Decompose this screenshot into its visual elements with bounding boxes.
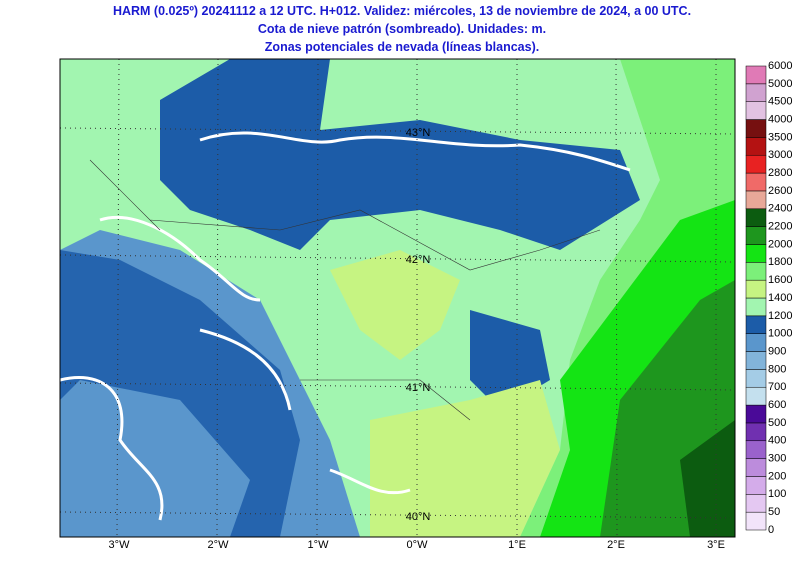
colorbar-swatch xyxy=(745,244,767,263)
colorbar-label: 400 xyxy=(768,435,786,447)
colorbar-swatch xyxy=(745,83,767,102)
colorbar-swatch xyxy=(745,351,767,370)
colorbar-swatch xyxy=(745,422,767,442)
colorbar-swatch xyxy=(745,315,767,334)
lon-label: 3°E xyxy=(707,539,725,551)
colorbar-label: 300 xyxy=(768,453,786,465)
colorbar-swatch xyxy=(745,262,767,281)
colorbar-swatch xyxy=(745,458,767,477)
lon-label: 3°W xyxy=(109,539,131,551)
lat-label: 41°N xyxy=(406,382,431,394)
colorbar-swatch xyxy=(745,333,767,352)
colorbar-label: 3000 xyxy=(768,149,792,161)
colorbar-label: 0 xyxy=(768,524,774,536)
colorbar-label: 2400 xyxy=(768,203,792,215)
colorbar-label: 1600 xyxy=(768,274,792,286)
colorbar-label: 1800 xyxy=(768,256,792,268)
colorbar-label: 4500 xyxy=(768,96,792,108)
colorbar-label: 2800 xyxy=(768,167,792,179)
subtitle: Zonas potenciales de nevada (líneas blan… xyxy=(265,40,539,54)
colorbar-label: 2200 xyxy=(768,221,792,233)
colorbar-label: 1400 xyxy=(768,292,792,304)
map-frame xyxy=(59,58,736,538)
colorbar-swatch xyxy=(745,119,767,138)
map-shading xyxy=(60,59,735,537)
colorbar-label: 700 xyxy=(768,381,786,393)
colorbar-label: 1000 xyxy=(768,328,792,340)
colorbar-swatch xyxy=(745,404,767,424)
colorbar-label: 800 xyxy=(768,363,786,375)
colorbar-label: 2600 xyxy=(768,185,792,197)
colorbar-label: 500 xyxy=(768,417,786,429)
colorbar-label: 900 xyxy=(768,345,786,357)
lat-label: 43°N xyxy=(406,127,431,139)
colorbar: 0 50 100 200 300 400 500 600 700 800 900 1000 1200 14… xyxy=(745,60,792,536)
lon-label: 2°E xyxy=(607,539,625,551)
colorbar-swatch xyxy=(745,208,767,227)
colorbar-label: 4000 xyxy=(768,113,792,125)
colorbar-swatch xyxy=(745,494,767,513)
colorbar-label: 50 xyxy=(768,506,780,518)
colorbar-swatch xyxy=(745,369,767,388)
colorbar-label: 3500 xyxy=(768,131,792,143)
subtitle: Cota de nieve patrón (sombreado). Unidad… xyxy=(258,22,546,36)
colorbar-label: 100 xyxy=(768,488,786,500)
colorbar-swatch xyxy=(745,137,767,156)
colorbar-swatch xyxy=(745,190,767,210)
colorbar-label: 6000 xyxy=(768,60,792,72)
colorbar-label: 1200 xyxy=(768,310,792,322)
colorbar-label: 2000 xyxy=(768,238,792,250)
colorbar-swatch xyxy=(745,297,767,317)
colorbar-label: 200 xyxy=(768,470,786,482)
colorbar-swatch xyxy=(745,279,767,299)
lon-label: 1°E xyxy=(508,539,526,551)
lon-label: 1°W xyxy=(308,539,330,551)
colorbar-swatch xyxy=(745,386,767,406)
colorbar-swatch xyxy=(745,440,767,459)
lon-label: 2°W xyxy=(208,539,230,551)
colorbar-swatch xyxy=(745,101,767,120)
lat-label: 42°N xyxy=(406,254,431,266)
colorbar-swatch xyxy=(745,65,767,85)
colorbar-swatch xyxy=(745,226,767,245)
lat-label: 40°N xyxy=(406,511,431,523)
title: HARM (0.025º) 20241112 a 12 UTC. H+012. … xyxy=(113,4,691,18)
colorbar-label: 5000 xyxy=(768,78,792,90)
colorbar-swatch xyxy=(745,511,767,531)
colorbar-swatch xyxy=(745,172,767,192)
colorbar-swatch xyxy=(745,154,767,174)
colorbar-swatch xyxy=(745,476,767,495)
colorbar-label: 600 xyxy=(768,399,786,411)
lon-label: 0°W xyxy=(407,539,429,551)
